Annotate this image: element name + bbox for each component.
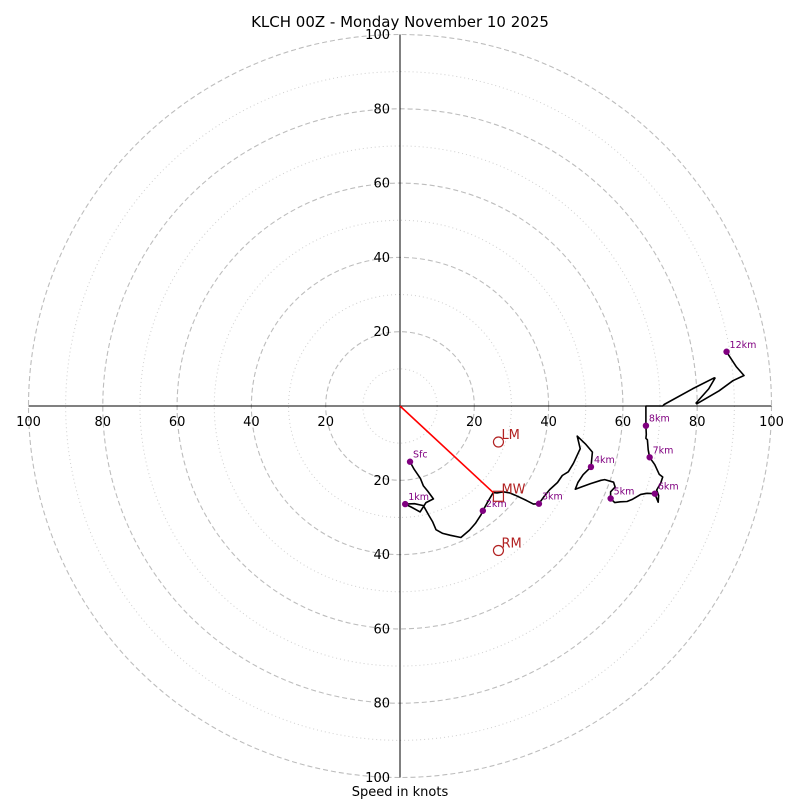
storm-motion-marker-lm [492, 436, 505, 448]
chart-title: KLCH 00Z - Monday November 10 2025 [251, 13, 549, 31]
y-tick-label: 100 [365, 28, 390, 43]
y-tick-label: 20 [373, 325, 390, 340]
x-tick-label: 100 [759, 415, 784, 430]
y-tick-label: 40 [373, 251, 390, 266]
height-dot-7km [646, 454, 653, 461]
height-dot-12km [723, 348, 730, 355]
height-label-6km: 6km [658, 482, 679, 493]
height-label-12km: 12km [730, 340, 757, 351]
x-tick-label: 40 [540, 415, 557, 430]
y-tick-label: 100 [365, 771, 390, 786]
x-tick-label: 60 [169, 415, 186, 430]
y-tick-label: 60 [373, 622, 390, 637]
x-tick-label: 100 [16, 415, 41, 430]
x-tick-label: 60 [615, 415, 632, 430]
x-tick-label: 20 [317, 415, 334, 430]
height-dot-6km [651, 490, 659, 497]
storm-motion-label-mw: MW [501, 482, 525, 497]
storm-motion-marker-mw [492, 490, 505, 502]
height-dot-sfc [406, 458, 414, 465]
y-tick-label: 80 [373, 102, 390, 117]
storm-motion-label-lm: LM [501, 428, 519, 443]
height-label-sfc: Sfc [413, 450, 428, 461]
height-dot-1km [402, 500, 409, 508]
height-label-7km: 7km [653, 445, 674, 456]
height-label-8km: 8km [649, 414, 670, 425]
x-tick-label: 40 [243, 415, 260, 430]
height-dot-5km [607, 495, 614, 502]
mean-wind-vector-group [399, 405, 494, 494]
x-tick-label: 80 [95, 415, 112, 430]
height-label-1km: 1km [408, 492, 429, 503]
y-tick-label: 60 [373, 177, 390, 192]
tick-labels: 100 80 60 40 20 20 40 60 80 100 100 80 60 40 20 20 40 60 8… [16, 28, 784, 786]
mean-wind-vector [399, 405, 494, 494]
height-label-5km: 5km [614, 487, 635, 498]
height-dot-2km [479, 507, 487, 514]
height-dot-3km [535, 500, 543, 507]
wind-trace [404, 351, 745, 539]
height-label-2km: 2km [486, 499, 507, 510]
y-tick-label: 40 [373, 548, 390, 563]
wind-trace-line [404, 351, 745, 539]
height-dot-8km [642, 422, 650, 429]
height-label-4km: 4km [594, 455, 615, 466]
height-label-3km: 3km [542, 492, 563, 503]
storm-motion-marker-rm [492, 544, 505, 557]
height-markers: Sfc 1km 2km 3km 4km 5km 6km 7km 8km 12km [402, 340, 756, 514]
storm-motion-label-rm: RM [501, 537, 521, 552]
storm-motion-markers: LM MW RM [492, 428, 526, 557]
y-tick-label: 20 [373, 474, 390, 489]
height-dot-4km [587, 463, 595, 471]
x-axis-label: Speed in knots [352, 785, 449, 800]
x-tick-label: 20 [466, 415, 483, 430]
x-tick-label: 80 [689, 415, 706, 430]
y-tick-label: 80 [373, 697, 390, 712]
